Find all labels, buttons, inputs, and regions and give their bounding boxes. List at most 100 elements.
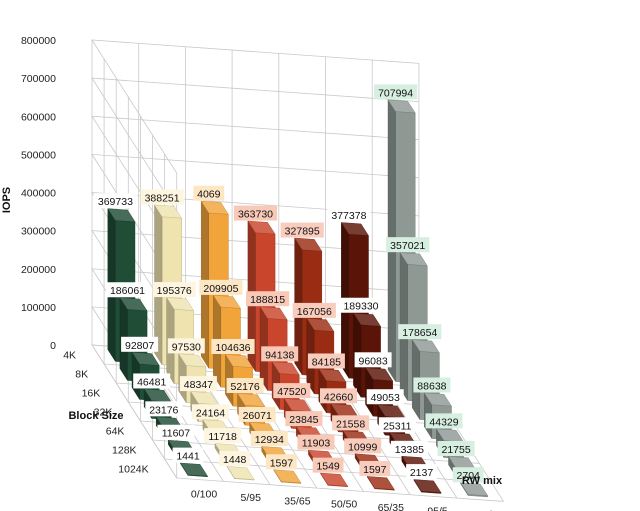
data-label: 13385 bbox=[395, 444, 424, 456]
bar bbox=[320, 472, 349, 488]
bar-top-face bbox=[178, 353, 207, 368]
data-label-bg bbox=[292, 302, 336, 318]
data-label-bg bbox=[390, 440, 428, 456]
bar-top-face bbox=[365, 367, 394, 382]
data-label-bg bbox=[266, 454, 297, 470]
rw-mix-tick-label: 50/50 bbox=[331, 499, 357, 511]
bar-top-face bbox=[226, 466, 255, 480]
bar-top-face bbox=[340, 222, 369, 236]
rw-mix-tick-label: 95/5 bbox=[427, 505, 448, 511]
bar-top-face bbox=[423, 392, 452, 407]
data-label: 47520 bbox=[277, 386, 306, 398]
data-label: 2704 bbox=[457, 470, 481, 482]
data-label: 48347 bbox=[184, 379, 213, 391]
y-tick-label: 200000 bbox=[21, 264, 56, 276]
data-label-bg bbox=[339, 297, 383, 313]
data-label-bg bbox=[297, 434, 335, 450]
rw-mix-tick-label: 65/35 bbox=[378, 502, 404, 511]
data-label: 327895 bbox=[285, 226, 320, 238]
bar-top-face bbox=[387, 99, 416, 114]
data-label: 23176 bbox=[149, 404, 178, 416]
data-label: 11607 bbox=[162, 428, 191, 440]
data-label: 24164 bbox=[196, 407, 225, 419]
bar-top-face bbox=[154, 204, 183, 219]
bar-top-face bbox=[200, 200, 229, 215]
y-tick-label: 800000 bbox=[21, 35, 56, 47]
gridline bbox=[91, 39, 419, 174]
data-label-bg bbox=[344, 438, 382, 454]
data-label-bg bbox=[366, 389, 404, 405]
data-label: 167056 bbox=[297, 306, 332, 318]
bar-top-face bbox=[273, 469, 302, 484]
data-label-bg bbox=[398, 324, 442, 340]
bar-top-face bbox=[119, 297, 148, 312]
data-label-bg bbox=[121, 336, 159, 352]
bar-top-face bbox=[166, 297, 195, 311]
block-size-tick-label: 128K bbox=[112, 445, 137, 457]
bar-top-face bbox=[318, 368, 347, 383]
bar-top-face bbox=[259, 306, 288, 321]
data-label: 377378 bbox=[331, 210, 366, 222]
data-label-bg bbox=[93, 193, 137, 209]
data-label: 104636 bbox=[215, 342, 250, 354]
block-size-tick-label: 1024K bbox=[118, 464, 148, 476]
data-label-bg bbox=[386, 237, 430, 253]
rw-mix-tick-label: 0/100 bbox=[191, 489, 217, 501]
data-label: 1549 bbox=[316, 461, 340, 473]
data-label: 1597 bbox=[363, 464, 387, 476]
block-size-tick-label: 8K bbox=[75, 369, 88, 381]
bar bbox=[226, 465, 255, 481]
data-label: 46481 bbox=[137, 376, 166, 388]
y-tick-label: 400000 bbox=[21, 188, 56, 200]
data-label-bg bbox=[179, 376, 217, 392]
data-label-bg bbox=[145, 401, 183, 417]
data-label-bg bbox=[406, 464, 437, 480]
rw-mix-axis-ticks: 0/100 5/95 35/65 50/50 65/35 95/5 100/0 bbox=[191, 489, 498, 511]
bar bbox=[413, 478, 442, 494]
bar bbox=[180, 462, 208, 478]
y-axis-ticks: 0 100000 200000 300000 400000 500000 600000 700… bbox=[21, 35, 56, 352]
y-tick-label: 700000 bbox=[21, 73, 56, 85]
data-label: 12934 bbox=[255, 434, 284, 446]
data-label: 707994 bbox=[378, 87, 413, 99]
data-label-bg bbox=[192, 404, 229, 420]
data-label: 88638 bbox=[417, 380, 446, 392]
floor-line bbox=[176, 477, 504, 502]
data-label: 1597 bbox=[270, 457, 294, 469]
data-label-bg bbox=[193, 185, 225, 201]
bar-top-face bbox=[411, 339, 440, 354]
data-label-bg bbox=[226, 377, 264, 393]
block-size-tick-label: 4K bbox=[63, 350, 76, 362]
y-tick-label: 300000 bbox=[21, 226, 56, 238]
data-label: 1441 bbox=[176, 451, 200, 463]
data-label: 209905 bbox=[203, 283, 238, 295]
bar bbox=[273, 469, 302, 484]
data-label: 44329 bbox=[429, 416, 458, 428]
bar-top-face bbox=[180, 462, 208, 477]
data-label: 186061 bbox=[110, 285, 145, 297]
y-tick-label: 100000 bbox=[21, 302, 56, 314]
data-label-bg bbox=[312, 457, 344, 473]
bar-top-face bbox=[460, 482, 489, 497]
data-label-bg bbox=[354, 352, 392, 368]
y-tick-label: 0 bbox=[50, 340, 56, 352]
data-label: 189330 bbox=[343, 301, 378, 313]
data-label: 11718 bbox=[208, 431, 237, 443]
y-axis-title: IOPS bbox=[1, 187, 13, 213]
block-size-axis-ticks: 4K 8K 16K 32K 64K 128K 1024K bbox=[63, 350, 148, 476]
data-label: 178654 bbox=[402, 327, 437, 339]
data-label-bg bbox=[285, 411, 323, 427]
data-label: 52176 bbox=[230, 381, 259, 393]
data-label: 21755 bbox=[441, 444, 470, 456]
data-label: 10999 bbox=[348, 441, 377, 453]
data-label-bg bbox=[250, 430, 288, 446]
bar-top-face bbox=[225, 354, 253, 368]
data-label-bg bbox=[374, 84, 418, 100]
data-label-bg bbox=[320, 388, 357, 404]
data-label: 363730 bbox=[238, 209, 273, 221]
data-label-bg bbox=[437, 440, 475, 456]
x-axis-title: Block Size bbox=[68, 410, 123, 422]
data-label-bg bbox=[211, 338, 255, 354]
data-label-bg bbox=[261, 346, 299, 362]
